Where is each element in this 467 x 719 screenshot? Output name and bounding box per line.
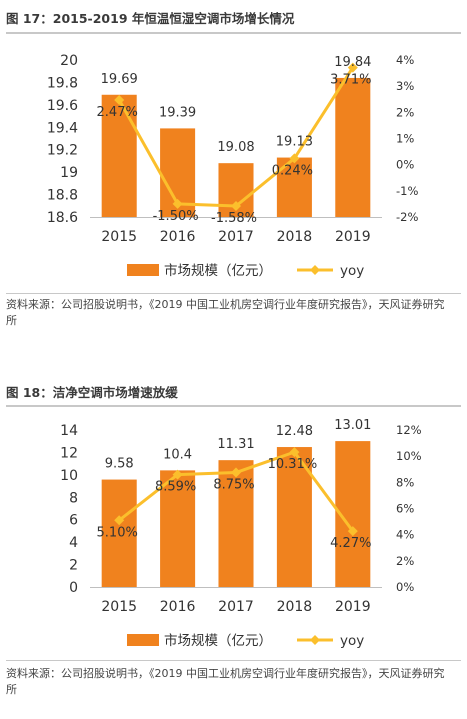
chart1-bar-value-label: 9.58 (105, 457, 134, 472)
chart0-yoy-point (289, 153, 300, 164)
figure-17-source: 资料来源：公司招股说明书，《2019 中国工业机房空调行业年度研究报告》，天风证… (6, 298, 445, 327)
chart1-yoy-point (289, 447, 300, 458)
chart0-yoy-value-label: 3.71% (330, 73, 371, 88)
chart0-bar-value-label: 19.08 (217, 140, 254, 155)
chart1-y-right-tick: 0% (396, 580, 414, 594)
chart0-y-right-tick: 2% (396, 105, 414, 119)
chart1-y-right-tick: 12% (396, 423, 422, 437)
chart1-bar-value-label: 11.31 (217, 437, 254, 452)
chart1-bar (160, 470, 196, 587)
chart0-bar (335, 77, 371, 217)
chart1-y-right-tick: 8% (396, 475, 414, 489)
chart1-y-left-tick: 10 (60, 468, 78, 484)
chart1-yoy-point (172, 469, 183, 480)
chart0-bar (101, 94, 137, 217)
chart0-y-right-tick: 3% (396, 79, 414, 93)
chart1-yoy-point (347, 526, 358, 537)
chart1-y-right-tick: 4% (396, 528, 414, 542)
chart0-y-left-tick: 20 (60, 53, 78, 69)
figure-17-title-rule (6, 32, 461, 34)
chart0-yoy-point (231, 201, 241, 212)
chart1-yoy-value-label: 4.27% (330, 536, 371, 551)
chart1-y-left-tick: 0 (69, 580, 78, 596)
chart1-bar-value-label: 12.48 (276, 424, 313, 439)
chart-market-growth-constant-temp: 18.6 18.8 19 19.2 19.4 19.6 19.8 20 -2% -1% 0% 1% 2%… (47, 53, 419, 279)
chart1-y-right-tick: 2% (396, 554, 414, 568)
chart0-yoy-value-label: 0.24% (272, 163, 313, 178)
chart0-y-right-tick: -2% (396, 210, 418, 224)
figure-18-source: 资料来源：公司招股说明书，《2019 中国工业机房空调行业年度研究报告》，天风证… (6, 667, 445, 696)
chart0-y-left-tick: 19.6 (47, 98, 78, 114)
chart0-y-right-tick: -1% (396, 184, 418, 198)
chart1-x-tick: 2015 (101, 599, 137, 615)
chart1-x-tick: 2019 (335, 599, 371, 615)
chart1-x-tick: 2017 (218, 599, 254, 615)
chart1-y-left-tick: 12 (60, 445, 78, 461)
figure-18-source-rule (6, 660, 461, 661)
chart1-bar (101, 479, 137, 587)
chart1-legend-bar-swatch (127, 634, 159, 646)
chart1-y-left-tick: 2 (69, 558, 78, 574)
chart1-y-left-tick: 8 (69, 490, 78, 506)
chart1-yoy-point (114, 515, 125, 526)
chart1-legend-line-label: yoy (340, 633, 364, 649)
chart0-yoy-point (114, 95, 125, 106)
chart1-bar (218, 460, 254, 587)
chart1-x-tick: 2018 (277, 599, 313, 615)
chart0-legend-line-label: yoy (340, 263, 364, 279)
chart0-y-left-tick: 19.2 (47, 143, 78, 159)
chart1-yoy-value-label: 5.10% (97, 525, 138, 540)
chart0-x-tick: 2016 (160, 229, 196, 245)
chart1-yoy-value-label: 8.75% (213, 478, 254, 493)
chart1-bar-value-label: 10.4 (163, 447, 192, 462)
chart0-y-left-tick: 19.4 (47, 120, 78, 136)
chart1-y-left-tick: 14 (60, 423, 78, 439)
chart1-yoy-value-label: 10.31% (268, 457, 318, 472)
chart0-y-left-tick: 19 (60, 165, 78, 181)
chart0-y-right-tick: 0% (396, 158, 414, 172)
chart0-x-tick: 2017 (218, 229, 254, 245)
chart1-x-tick: 2016 (160, 599, 196, 615)
chart1-y-left-tick: 4 (69, 535, 78, 551)
figure-18-title: 图 18：洁净空调市场增速放缓 (6, 385, 178, 400)
chart1-bar-value-label: 13.01 (334, 418, 371, 433)
chart1-y-right-tick: 10% (396, 449, 422, 463)
chart0-y-right-tick: 1% (396, 132, 414, 146)
chart1-y-left-tick: 6 (69, 513, 78, 529)
figure-17-source-rule (6, 293, 461, 294)
chart-clean-ac-market-growth: 0 2 4 6 8 10 12 14 0% 2% 4% 6% 8% 10% 12% 2015 2016 2017 2… (60, 418, 422, 649)
chart0-legend-bar-label: 市场规模（亿元） (164, 262, 272, 279)
chart0-bar-value-label: 19.69 (101, 72, 138, 87)
chart0-x-tick: 2018 (277, 229, 313, 245)
chart0-x-tick: 2019 (335, 229, 371, 245)
chart0-yoy-point (172, 198, 183, 209)
chart0-yoy-value-label: 2.47% (97, 105, 138, 120)
chart0-x-tick: 2015 (101, 229, 137, 245)
chart0-bar-value-label: 19.13 (276, 135, 313, 150)
chart0-bar-value-label: 19.39 (159, 105, 196, 120)
chart1-yoy-value-label: 8.59% (155, 480, 196, 495)
chart0-y-left-tick: 19.8 (47, 75, 78, 91)
chart0-y-left-tick: 18.8 (47, 188, 78, 204)
chart0-yoy-value-label: -1.58% (211, 211, 257, 226)
chart1-yoy-point (231, 467, 241, 478)
chart0-legend-line-marker (310, 265, 320, 275)
chart1-y-right-tick: 6% (396, 502, 414, 516)
chart0-legend-bar-swatch (127, 264, 159, 276)
figure-17-title: 图 17：2015-2019 年恒温恒湿空调市场增长情况 (6, 11, 295, 26)
chart0-yoy-point (347, 62, 358, 73)
chart1-legend-line-marker (310, 635, 320, 645)
chart0-y-left-tick: 18.6 (47, 210, 78, 226)
chart0-yoy-value-label: -1.50% (153, 209, 199, 224)
chart1-legend-bar-label: 市场规模（亿元） (164, 632, 272, 649)
figure-18-title-rule (6, 405, 461, 407)
chart0-bar-value-label: 19.84 (334, 55, 371, 70)
chart0-y-right-tick: 4% (396, 53, 414, 67)
